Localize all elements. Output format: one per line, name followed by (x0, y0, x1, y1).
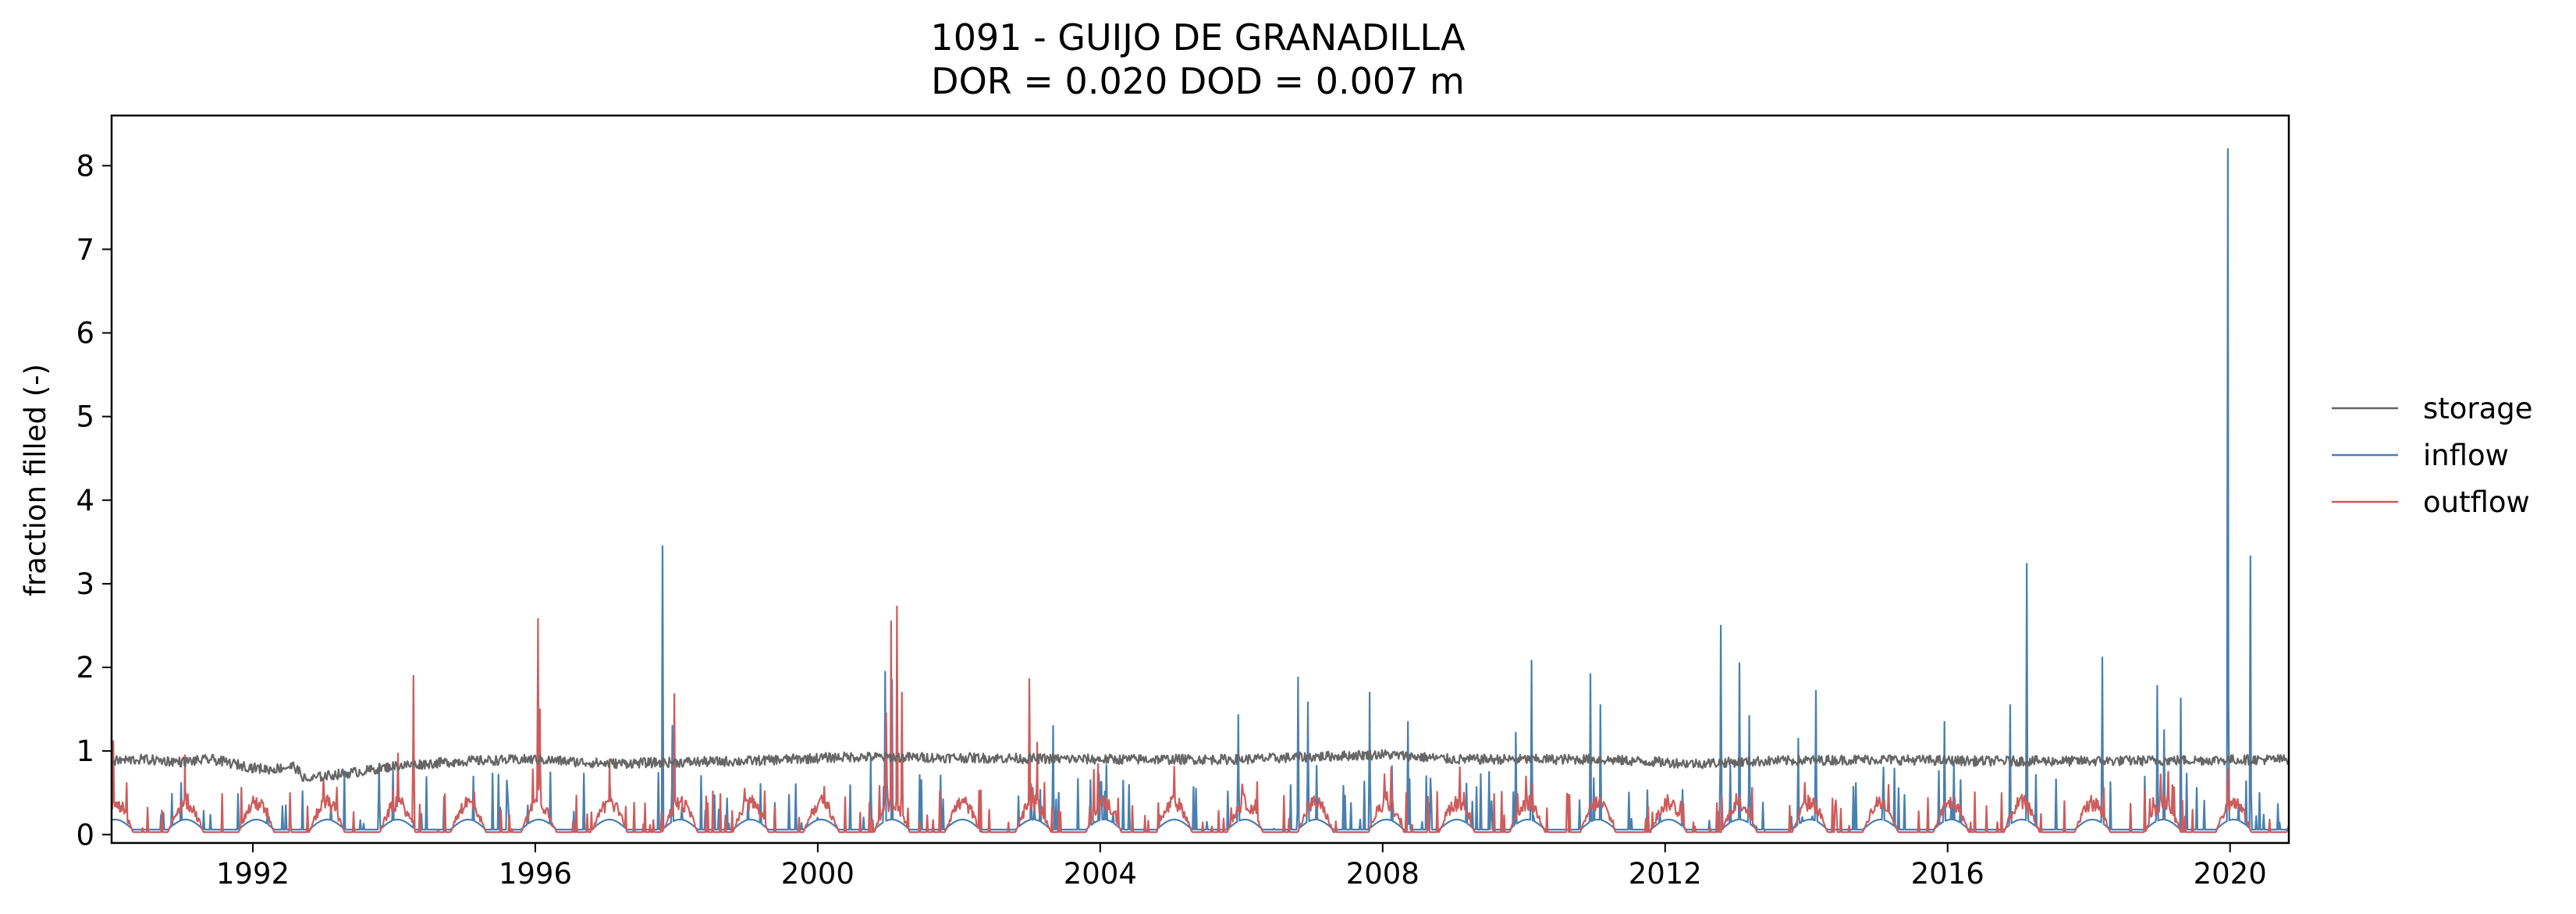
y-tick-label: 7 (76, 233, 94, 266)
series-layer (110, 148, 2290, 834)
chart-subtitle: DOR = 0.020 DOD = 0.007 m (931, 60, 1465, 102)
chart-title: 1091 - GUIJO DE GRANADILLA (930, 16, 1466, 59)
x-tick-label: 2016 (1911, 857, 1984, 891)
legend: storage inflow outflow (2332, 392, 2533, 519)
y-axis-label: fraction filled (-) (19, 364, 52, 596)
plot-frame (110, 114, 2290, 845)
y-tick-label: 1 (76, 734, 94, 768)
legend-label-inflow: inflow (2423, 439, 2509, 472)
legend-label-storage: storage (2423, 392, 2533, 425)
legend-label-outflow: outflow (2423, 485, 2530, 519)
x-tick-label: 2000 (781, 857, 855, 891)
x-tick-label: 1992 (216, 857, 290, 891)
x-tick-label: 2012 (1629, 857, 1702, 891)
y-tick-label: 0 (76, 818, 94, 852)
y-tick-label: 2 (76, 651, 94, 685)
series-line-storage (111, 749, 2290, 782)
y-axis: 0 1 2 3 4 5 6 7 8 (76, 149, 112, 852)
y-tick-label: 5 (76, 400, 94, 434)
y-tick-label: 4 (76, 484, 94, 517)
x-tick-label: 2020 (2194, 857, 2267, 891)
x-tick-label: 1996 (499, 857, 572, 891)
y-tick-label: 3 (76, 567, 94, 601)
x-tick-label: 2004 (1064, 857, 1137, 891)
plot-background (112, 116, 2289, 843)
x-axis: 1992 1996 2000 2004 2008 2012 2016 2020 (216, 843, 2267, 891)
x-tick-label: 2008 (1346, 857, 1419, 891)
y-tick-label: 8 (76, 149, 94, 183)
series-line-outflow (110, 605, 2290, 834)
y-tick-label: 6 (76, 317, 94, 350)
